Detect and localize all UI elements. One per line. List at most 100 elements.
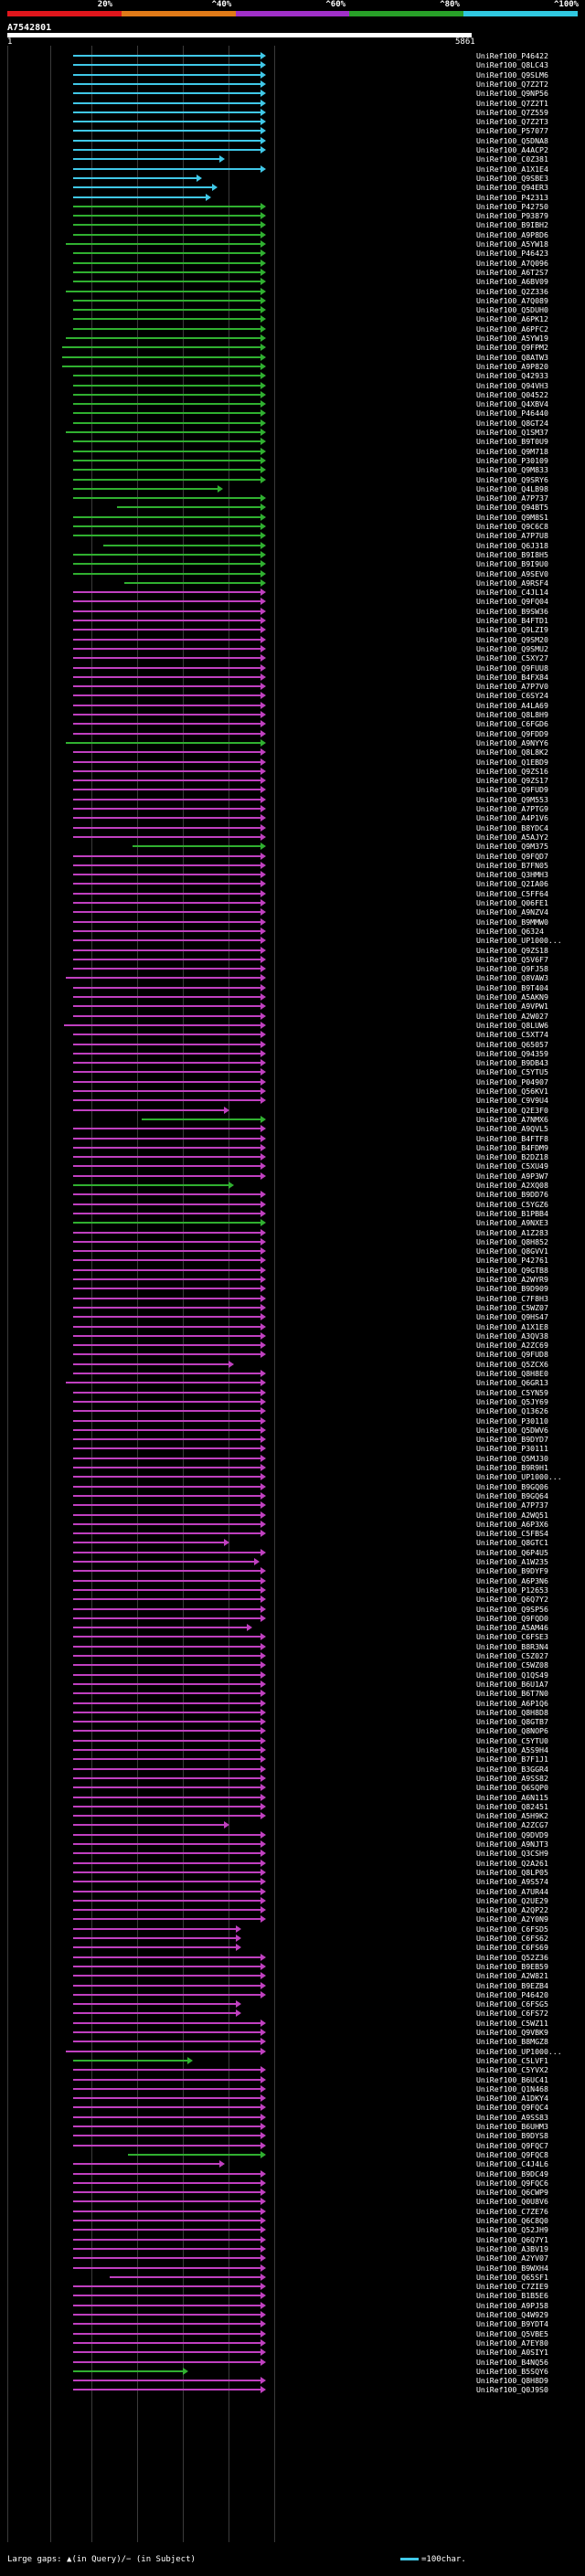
hit-row[interactable]: UniRef100_Q9SBE3 — [0, 174, 585, 183]
hit-row[interactable]: UniRef100_B6UC41 — [0, 2075, 585, 2084]
hit-row[interactable]: UniRef100_P30109 — [0, 456, 585, 465]
hit-row[interactable]: UniRef100_UP1000... — [0, 1472, 585, 1481]
hit-label[interactable]: UniRef100_C6SY24 — [476, 691, 548, 701]
hit-label[interactable]: UniRef100_Q42933 — [476, 371, 548, 381]
hit-label[interactable]: UniRef100_C5YN59 — [476, 1387, 548, 1397]
hit-row[interactable]: UniRef100_Q6GR13 — [0, 1378, 585, 1387]
hit-label[interactable]: UniRef100_Q9DVD9 — [476, 1829, 548, 1839]
hit-row[interactable]: UniRef100_Q8H8D8 — [0, 1708, 585, 1717]
hit-label[interactable]: UniRef100_UP1000... — [476, 1472, 562, 1482]
hit-row[interactable]: UniRef100_A1X1E8 — [0, 1322, 585, 1331]
hit-label[interactable]: UniRef100_Q3HMH3 — [476, 870, 548, 880]
hit-row[interactable]: UniRef100_P93879 — [0, 211, 585, 220]
hit-row[interactable]: UniRef100_Q5DWV6 — [0, 1426, 585, 1435]
hit-row[interactable]: UniRef100_P04907 — [0, 1077, 585, 1087]
hit-row[interactable]: UniRef100_A7NMX6 — [0, 1115, 585, 1124]
hit-label[interactable]: UniRef100_Q06FE1 — [476, 898, 548, 907]
hit-row[interactable]: UniRef100_A6P1Q6 — [0, 1699, 585, 1708]
hit-label[interactable]: UniRef100_A2QP22 — [476, 1905, 548, 1915]
hit-row[interactable]: UniRef100_Q9M553 — [0, 795, 585, 804]
hit-row[interactable]: UniRef100_Q4XBV4 — [0, 399, 585, 408]
hit-row[interactable]: UniRef100_A2W821 — [0, 1971, 585, 1980]
hit-label[interactable]: UniRef100_Q2A261 — [476, 1858, 548, 1868]
hit-label[interactable]: UniRef100_Q9ZS17 — [476, 776, 548, 786]
hit-label[interactable]: UniRef100_C4JL14 — [476, 588, 548, 598]
hit-label[interactable]: UniRef100_A7Q096 — [476, 258, 548, 268]
hit-row[interactable]: UniRef100_Q9SRY6 — [0, 475, 585, 484]
hit-label[interactable]: UniRef100_C4J4L6 — [476, 2159, 548, 2169]
hit-label[interactable]: UniRef100_C5FF64 — [476, 888, 548, 898]
hit-label[interactable]: UniRef100_A9S574 — [476, 1877, 548, 1887]
hit-row[interactable]: UniRef100_A2Y0N9 — [0, 1914, 585, 1924]
hit-row[interactable]: UniRef100_Q9M833 — [0, 465, 585, 474]
hit-row[interactable]: UniRef100_A9P820 — [0, 362, 585, 371]
hit-row[interactable]: UniRef100_Q8LC43 — [0, 60, 585, 69]
hit-label[interactable]: UniRef100_Q9LZI9 — [476, 625, 548, 635]
hit-row[interactable]: UniRef100_Q2Z336 — [0, 287, 585, 296]
hit-row[interactable]: UniRef100_B9SW36 — [0, 607, 585, 616]
hit-row[interactable]: UniRef100_B7F1J1 — [0, 1754, 585, 1764]
hit-row[interactable]: UniRef100_B9DB43 — [0, 1058, 585, 1067]
hit-label[interactable]: UniRef100_Q5DUH0 — [476, 305, 548, 315]
hit-row[interactable]: UniRef100_Q9FQD0 — [0, 1614, 585, 1623]
hit-row[interactable]: UniRef100_P30111 — [0, 1444, 585, 1453]
hit-label[interactable]: UniRef100_Q82451 — [476, 1801, 548, 1811]
hit-label[interactable]: UniRef100_B9MMW0 — [476, 917, 548, 927]
hit-label[interactable]: UniRef100_C7ZE76 — [476, 2206, 548, 2216]
hit-label[interactable]: UniRef100_Q9ZS16 — [476, 766, 548, 776]
hit-row[interactable]: UniRef100_A9SS82 — [0, 1774, 585, 1783]
hit-row[interactable]: UniRef100_C6SY24 — [0, 691, 585, 700]
hit-label[interactable]: UniRef100_A7P7V0 — [476, 682, 548, 692]
hit-label[interactable]: UniRef100_A2W821 — [476, 1971, 548, 1981]
hit-label[interactable]: UniRef100_C7F8H3 — [476, 1293, 548, 1303]
hit-row[interactable]: UniRef100_A9SEV0 — [0, 569, 585, 578]
hit-label[interactable]: UniRef100_C6FSE3 — [476, 1632, 548, 1642]
hit-row[interactable]: UniRef100_Q3HMH3 — [0, 870, 585, 879]
hit-label[interactable]: UniRef100_C5YTU0 — [476, 1735, 548, 1745]
hit-label[interactable]: UniRef100_A9RSF4 — [476, 578, 548, 588]
hit-row[interactable]: UniRef100_P42761 — [0, 1256, 585, 1265]
hit-label[interactable]: UniRef100_Q6J318 — [476, 540, 548, 550]
hit-row[interactable]: UniRef100_B1PBB4 — [0, 1209, 585, 1218]
hit-label[interactable]: UniRef100_P42761 — [476, 1256, 548, 1266]
hit-label[interactable]: UniRef100_C5YTU5 — [476, 1067, 548, 1077]
hit-row[interactable]: UniRef100_B9DYD7 — [0, 1435, 585, 1444]
hit-row[interactable]: UniRef100_Q9FQC4 — [0, 2103, 585, 2112]
hit-row[interactable]: UniRef100_Q8H852 — [0, 1237, 585, 1246]
hit-row[interactable]: UniRef100_A7P7V0 — [0, 682, 585, 691]
hit-row[interactable]: UniRef100_A2ZC69 — [0, 1341, 585, 1350]
hit-label[interactable]: UniRef100_B9IBH2 — [476, 220, 548, 230]
hit-label[interactable]: UniRef100_B9SW36 — [476, 606, 548, 616]
hit-row[interactable]: UniRef100_Q9FJ58 — [0, 964, 585, 973]
hit-row[interactable]: UniRef100_Q7Z2T3 — [0, 117, 585, 126]
hit-label[interactable]: UniRef100_A2WQ51 — [476, 1510, 548, 1520]
hit-label[interactable]: UniRef100_A9NYY6 — [476, 737, 548, 747]
hit-row[interactable]: UniRef100_A4ACP2 — [0, 145, 585, 154]
hit-row[interactable]: UniRef100_A9SS83 — [0, 2113, 585, 2122]
hit-row[interactable]: UniRef100_P46440 — [0, 408, 585, 418]
hit-label[interactable]: UniRef100_Q8H8D8 — [476, 1707, 548, 1717]
hit-label[interactable]: UniRef100_B8YDC4 — [476, 822, 548, 832]
hit-row[interactable]: UniRef100_P46423 — [0, 249, 585, 258]
hit-row[interactable]: UniRef100_A2QP22 — [0, 1905, 585, 1914]
hit-row[interactable]: UniRef100_A6N115 — [0, 1793, 585, 1802]
hit-row[interactable]: UniRef100_C5Z027 — [0, 1651, 585, 1660]
hit-label[interactable]: UniRef100_A7P737 — [476, 1500, 548, 1511]
hit-label[interactable]: UniRef100_Q8LUW6 — [476, 1020, 548, 1030]
hit-label[interactable]: UniRef100_A2XQ08 — [476, 1181, 548, 1190]
hit-row[interactable]: UniRef100_Q2IA06 — [0, 879, 585, 888]
hit-row[interactable]: UniRef100_Q9FQD7 — [0, 852, 585, 861]
hit-label[interactable]: UniRef100_C6FGD6 — [476, 719, 548, 729]
hit-label[interactable]: UniRef100_A7PTG9 — [476, 804, 548, 813]
hit-row[interactable]: UniRef100_Q9NP56 — [0, 89, 585, 98]
hit-row[interactable]: UniRef100_Q9FQC7 — [0, 2141, 585, 2150]
hit-row[interactable]: UniRef100_B3GGR4 — [0, 1765, 585, 1774]
hit-row[interactable]: UniRef100_Q9M718 — [0, 447, 585, 456]
hit-label[interactable]: UniRef100_B6T7N0 — [476, 1689, 548, 1699]
hit-label[interactable]: UniRef100_A1W235 — [476, 1557, 548, 1566]
hit-label[interactable]: UniRef100_B9R9H1 — [476, 1463, 548, 1472]
hit-label[interactable]: UniRef100_Q9SM20 — [476, 634, 548, 644]
hit-label[interactable]: UniRef100_C9V9U4 — [476, 1096, 548, 1106]
hit-label[interactable]: UniRef100_A5AM46 — [476, 1623, 548, 1633]
hit-label[interactable]: UniRef100_B9WXH4 — [476, 2263, 548, 2273]
